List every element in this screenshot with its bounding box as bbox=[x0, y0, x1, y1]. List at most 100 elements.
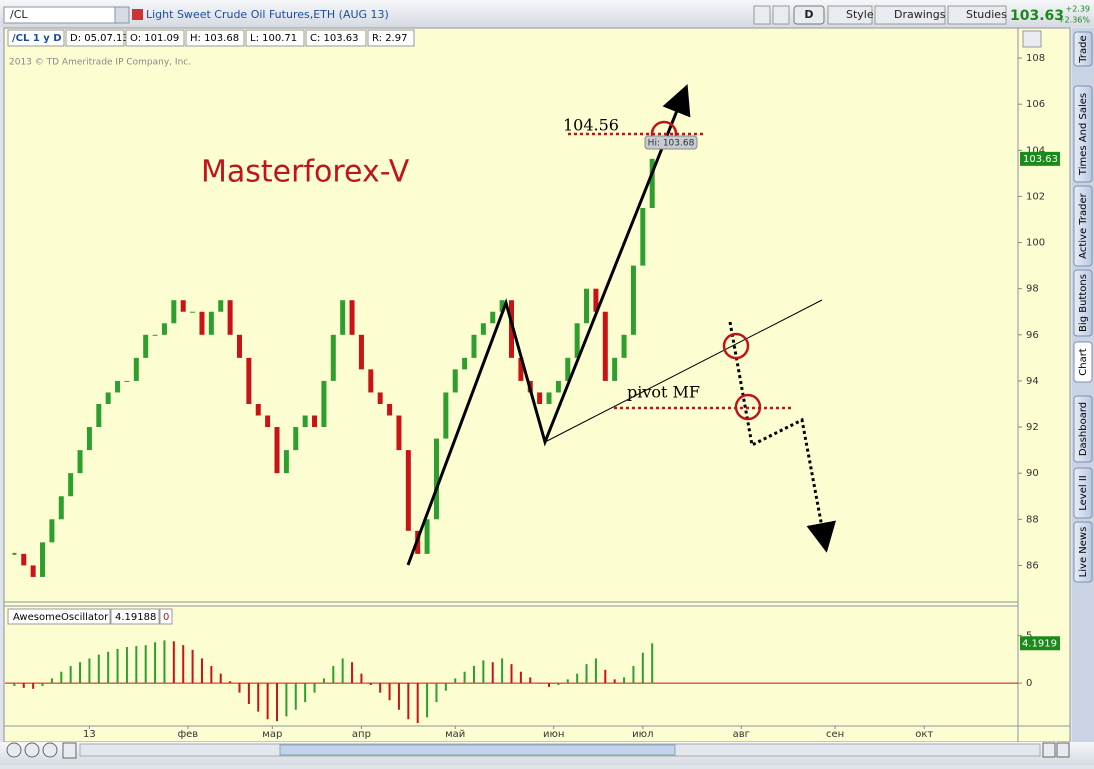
candle bbox=[452, 369, 458, 393]
symbol-dropdown[interactable] bbox=[114, 6, 130, 24]
candle bbox=[115, 380, 121, 393]
trend-zigzag bbox=[406, 84, 691, 566]
studies-button[interactable] bbox=[947, 5, 1007, 25]
oscillator-bar bbox=[32, 683, 35, 689]
zoom-in[interactable] bbox=[24, 742, 40, 758]
side-tab[interactable] bbox=[1073, 85, 1093, 183]
candle bbox=[321, 380, 327, 428]
candle bbox=[152, 334, 158, 336]
zoom-out[interactable] bbox=[6, 742, 22, 758]
candle bbox=[208, 311, 214, 335]
side-tab[interactable] bbox=[1073, 467, 1093, 519]
scroll-right[interactable] bbox=[1056, 742, 1070, 758]
oscillator-bar bbox=[285, 683, 288, 717]
candle bbox=[246, 357, 252, 404]
oscillator-bar bbox=[210, 666, 213, 684]
info-text: D: 05.07.13 bbox=[70, 33, 129, 44]
chart-settings[interactable] bbox=[1022, 30, 1042, 48]
candle bbox=[49, 519, 55, 543]
oscillator-bar bbox=[191, 649, 194, 684]
oscillator-bar bbox=[247, 683, 250, 705]
zoom-fit[interactable] bbox=[42, 742, 58, 758]
oscillator-bar bbox=[266, 683, 269, 720]
y-tick-label: 5 bbox=[1026, 631, 1032, 642]
info-cell bbox=[65, 29, 125, 47]
info-cell bbox=[185, 29, 245, 47]
candle bbox=[77, 450, 83, 474]
oscillator-bar bbox=[172, 641, 175, 684]
oscillator-bar bbox=[623, 677, 626, 684]
oscillator-bar bbox=[632, 666, 635, 684]
candle bbox=[480, 323, 486, 335]
candle bbox=[58, 496, 64, 520]
last-price: 103.63 bbox=[1010, 8, 1064, 24]
oscillator-bar bbox=[472, 666, 475, 684]
oscillator-bar bbox=[613, 679, 616, 684]
oscillator-bar bbox=[482, 660, 485, 684]
candle bbox=[330, 334, 336, 381]
candle bbox=[68, 473, 74, 497]
x-tick-label: мар bbox=[262, 729, 282, 740]
oscillator-bar bbox=[360, 673, 363, 684]
tool-button[interactable] bbox=[753, 5, 771, 25]
side-tab[interactable] bbox=[1073, 395, 1093, 463]
oscillator-bar bbox=[97, 654, 100, 684]
annotation: pivot MF bbox=[627, 383, 700, 402]
oscillator-bar bbox=[219, 673, 222, 684]
candle bbox=[612, 357, 618, 381]
candle bbox=[293, 427, 299, 451]
scroll-thumb[interactable] bbox=[279, 744, 676, 756]
high-tag bbox=[644, 135, 698, 150]
candle bbox=[630, 265, 636, 335]
oscillator-bar bbox=[313, 683, 316, 693]
info-cell bbox=[7, 29, 65, 47]
oscillator-bar bbox=[501, 658, 504, 684]
x-tick-label: июн bbox=[543, 729, 564, 740]
last-price-tag bbox=[1020, 151, 1060, 166]
side-tab-label: Chart bbox=[1078, 348, 1089, 376]
side-tab[interactable] bbox=[1073, 185, 1093, 267]
candle bbox=[509, 300, 514, 358]
candle bbox=[593, 288, 599, 312]
info-cell bbox=[125, 29, 185, 47]
candle bbox=[312, 415, 318, 428]
tool-button[interactable] bbox=[772, 5, 790, 25]
y-tick-label: 98 bbox=[1026, 284, 1039, 295]
y-tick-label: 90 bbox=[1026, 468, 1039, 479]
drawings bbox=[406, 84, 836, 566]
x-tick-label: июл bbox=[632, 729, 653, 740]
oscillator-bar bbox=[116, 648, 119, 684]
style-button[interactable] bbox=[827, 5, 873, 25]
period-button[interactable] bbox=[793, 5, 825, 25]
chart-area bbox=[3, 27, 1071, 743]
candle bbox=[537, 392, 543, 404]
oscillator-bar bbox=[604, 669, 607, 684]
scroll-left[interactable] bbox=[1042, 742, 1056, 758]
side-tab[interactable] bbox=[1073, 521, 1093, 583]
candle bbox=[471, 334, 477, 358]
oscillator-bar bbox=[144, 645, 147, 684]
oscillator-bar bbox=[538, 683, 541, 684]
candle bbox=[462, 357, 468, 370]
candle bbox=[124, 380, 130, 382]
pan-tool[interactable] bbox=[62, 742, 77, 759]
oscillator-bar bbox=[13, 683, 16, 686]
drawings-button[interactable] bbox=[874, 5, 946, 25]
oscillator-bar bbox=[557, 683, 560, 686]
side-tab[interactable] bbox=[1073, 31, 1093, 67]
oscillator-bar bbox=[397, 683, 400, 710]
x-tick-label: апр bbox=[352, 729, 371, 740]
side-tab[interactable] bbox=[1073, 341, 1093, 383]
side-tab[interactable] bbox=[1073, 269, 1093, 337]
info-bar: /CL 1 y D D: 05.07.13 O: 101.09 H: 103.68 L:… bbox=[7, 29, 415, 47]
y-tick-label: 88 bbox=[1026, 514, 1039, 525]
change-pct: +2.36% bbox=[1058, 16, 1091, 25]
oscillator-bar bbox=[238, 683, 241, 693]
study-value: 4.19188 bbox=[115, 612, 156, 623]
candle bbox=[171, 300, 177, 324]
candle bbox=[358, 334, 364, 370]
oscillator-bar bbox=[594, 658, 597, 684]
study-name-box[interactable] bbox=[7, 608, 111, 625]
oscillator-bar bbox=[351, 662, 354, 684]
candle bbox=[274, 427, 280, 474]
